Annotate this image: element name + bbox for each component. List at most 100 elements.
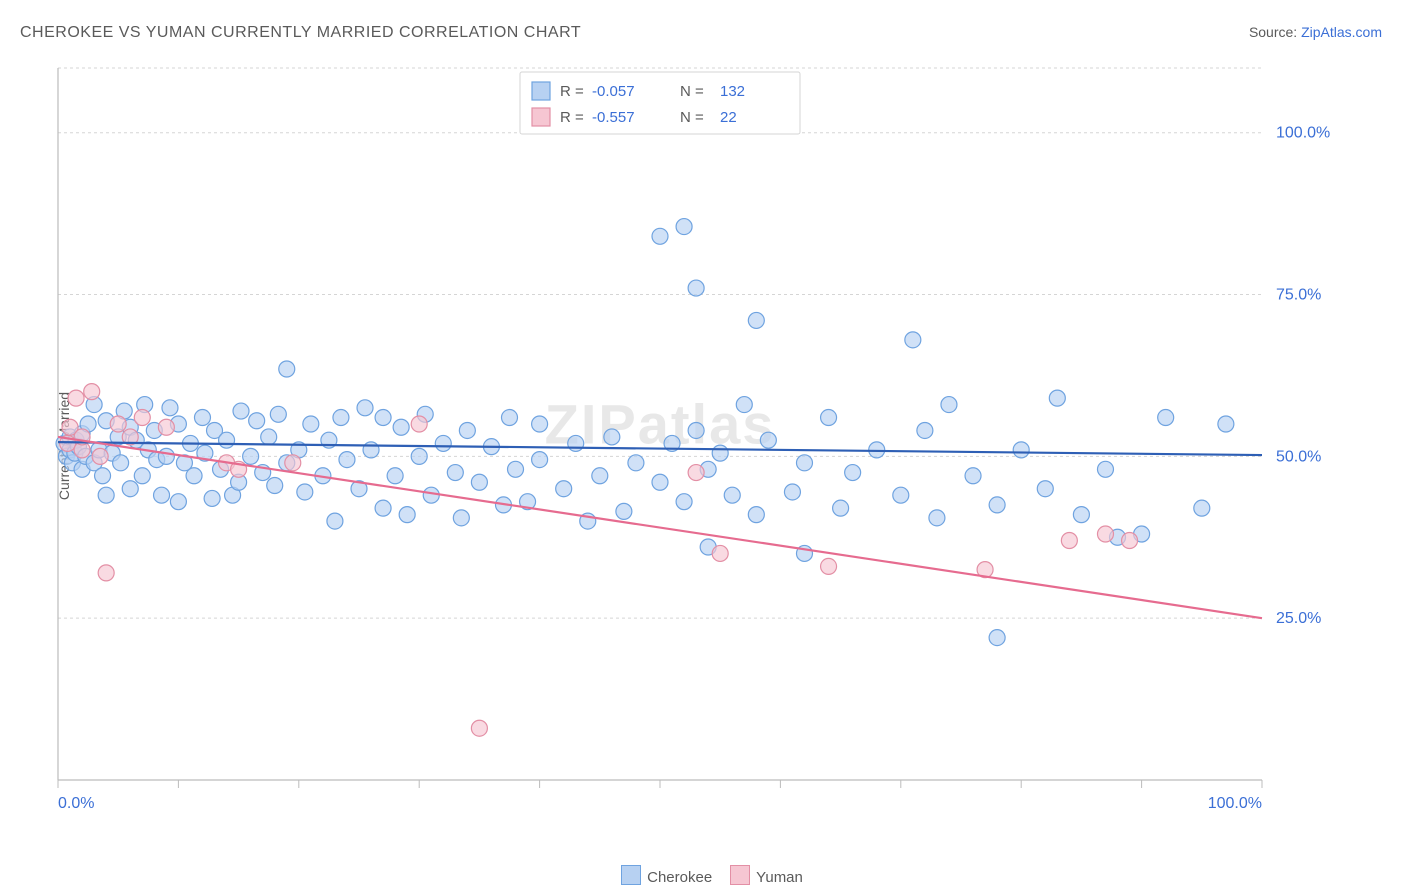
data-point bbox=[333, 410, 349, 426]
data-point bbox=[375, 410, 391, 426]
data-point bbox=[363, 442, 379, 458]
legend-swatch bbox=[532, 82, 550, 100]
data-point bbox=[411, 448, 427, 464]
legend-swatch bbox=[730, 865, 750, 885]
legend-r-label: R = bbox=[560, 109, 584, 126]
legend-n-label: N = bbox=[680, 109, 704, 126]
data-point bbox=[471, 720, 487, 736]
data-point bbox=[411, 416, 427, 432]
data-point bbox=[1013, 442, 1029, 458]
data-point bbox=[712, 545, 728, 561]
data-point bbox=[233, 403, 249, 419]
y-tick-label: 50.0% bbox=[1276, 448, 1321, 465]
data-point bbox=[1061, 533, 1077, 549]
data-point bbox=[447, 465, 463, 481]
data-point bbox=[285, 455, 301, 471]
data-point bbox=[249, 413, 265, 429]
data-point bbox=[917, 422, 933, 438]
data-point bbox=[113, 455, 129, 471]
data-point bbox=[905, 332, 921, 348]
data-point bbox=[845, 465, 861, 481]
data-point bbox=[1158, 410, 1174, 426]
data-point bbox=[688, 280, 704, 296]
data-point bbox=[965, 468, 981, 484]
bottom-legend: Cherokee Yuman bbox=[0, 865, 1406, 886]
plot-area: ZIPatlas0.0%100.0%25.0%50.0%75.0%100.0%R… bbox=[50, 60, 1350, 820]
data-point bbox=[628, 455, 644, 471]
data-point bbox=[134, 410, 150, 426]
data-point bbox=[532, 452, 548, 468]
data-point bbox=[98, 487, 114, 503]
data-point bbox=[297, 484, 313, 500]
chart-container: CHEROKEE VS YUMAN CURRENTLY MARRIED CORR… bbox=[0, 0, 1406, 892]
data-point bbox=[676, 494, 692, 510]
data-point bbox=[502, 410, 518, 426]
x-tick-label: 100.0% bbox=[1208, 795, 1262, 812]
data-point bbox=[267, 477, 283, 493]
data-point bbox=[893, 487, 909, 503]
legend-swatch bbox=[532, 108, 550, 126]
data-point bbox=[989, 497, 1005, 513]
data-point bbox=[303, 416, 319, 432]
data-point bbox=[279, 361, 295, 377]
data-point bbox=[393, 419, 409, 435]
legend-label: Yuman bbox=[756, 869, 803, 886]
data-point bbox=[219, 432, 235, 448]
data-point bbox=[688, 422, 704, 438]
chart-source: Source: ZipAtlas.com bbox=[1249, 24, 1382, 40]
data-point bbox=[134, 468, 150, 484]
data-point bbox=[1049, 390, 1065, 406]
data-point bbox=[724, 487, 740, 503]
data-point bbox=[435, 435, 451, 451]
data-point bbox=[471, 474, 487, 490]
data-point bbox=[98, 565, 114, 581]
data-point bbox=[833, 500, 849, 516]
legend-label: Cherokee bbox=[647, 869, 712, 886]
data-point bbox=[1097, 461, 1113, 477]
trend-line bbox=[58, 437, 1262, 618]
data-point bbox=[736, 397, 752, 413]
data-point bbox=[604, 429, 620, 445]
data-point bbox=[453, 510, 469, 526]
data-point bbox=[154, 487, 170, 503]
data-point bbox=[204, 490, 220, 506]
data-point bbox=[652, 228, 668, 244]
legend-r-value: -0.557 bbox=[592, 109, 635, 126]
data-point bbox=[688, 465, 704, 481]
data-point bbox=[1073, 507, 1089, 523]
data-point bbox=[423, 487, 439, 503]
data-point bbox=[84, 384, 100, 400]
data-point bbox=[186, 468, 202, 484]
data-point bbox=[929, 510, 945, 526]
scatter-svg: ZIPatlas0.0%100.0%25.0%50.0%75.0%100.0%R… bbox=[50, 60, 1350, 820]
data-point bbox=[748, 312, 764, 328]
data-point bbox=[399, 507, 415, 523]
data-point bbox=[616, 503, 632, 519]
data-point bbox=[158, 448, 174, 464]
legend-r-value: -0.057 bbox=[592, 83, 635, 100]
data-point bbox=[748, 507, 764, 523]
data-point bbox=[784, 484, 800, 500]
data-point bbox=[1122, 533, 1138, 549]
data-point bbox=[261, 429, 277, 445]
data-point bbox=[194, 410, 210, 426]
data-point bbox=[1218, 416, 1234, 432]
data-point bbox=[459, 422, 475, 438]
data-point bbox=[592, 468, 608, 484]
data-point bbox=[676, 219, 692, 235]
data-point bbox=[92, 448, 108, 464]
data-point bbox=[158, 419, 174, 435]
legend-r-label: R = bbox=[560, 83, 584, 100]
data-point bbox=[652, 474, 668, 490]
source-link[interactable]: ZipAtlas.com bbox=[1301, 24, 1382, 40]
data-point bbox=[712, 445, 728, 461]
data-point bbox=[532, 416, 548, 432]
data-point bbox=[170, 494, 186, 510]
data-point bbox=[556, 481, 572, 497]
data-point bbox=[508, 461, 524, 477]
data-point bbox=[375, 500, 391, 516]
data-point bbox=[243, 448, 259, 464]
data-point bbox=[327, 513, 343, 529]
data-point bbox=[796, 455, 812, 471]
data-point bbox=[760, 432, 776, 448]
